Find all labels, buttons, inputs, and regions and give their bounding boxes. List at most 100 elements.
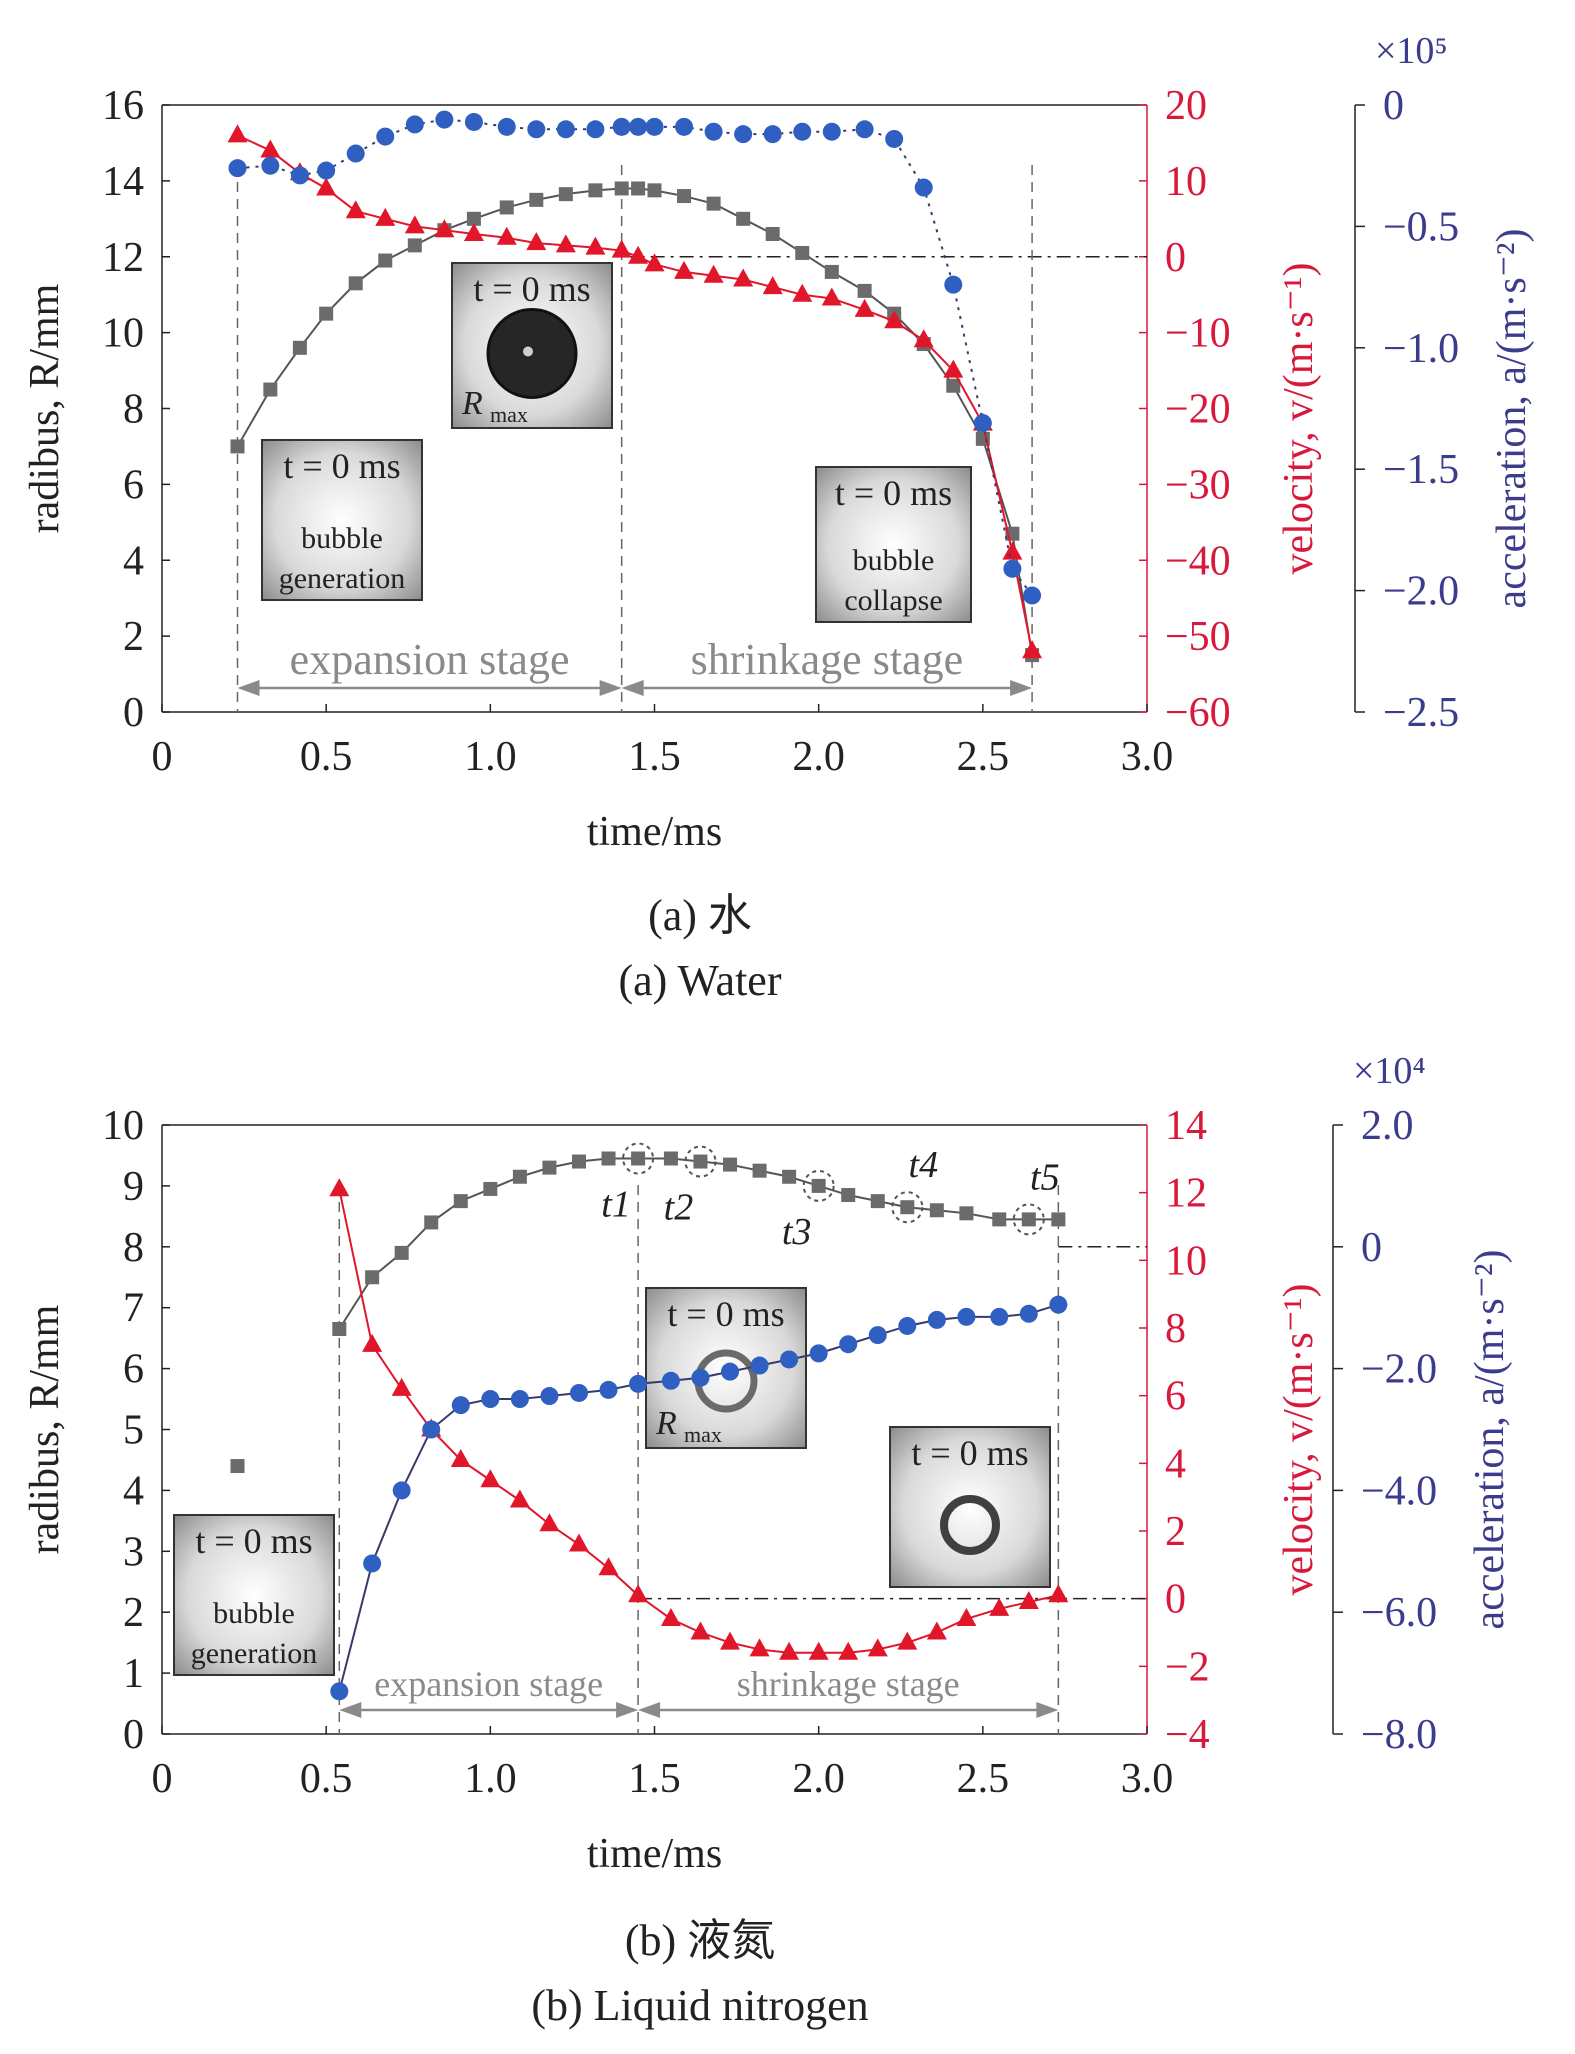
acceleration-marker (927, 1310, 946, 1329)
acceleration-marker (675, 117, 694, 136)
data-point (765, 226, 780, 241)
velocity-marker (660, 1607, 681, 1626)
radius-marker (765, 226, 780, 241)
velocity-tick-label: 6 (1165, 1374, 1186, 1420)
time-marker-label: t3 (782, 1211, 812, 1253)
acceleration-marker (809, 1344, 828, 1363)
data-point (929, 1203, 944, 1218)
radius-marker (466, 211, 481, 226)
acceleration-tick-label: −2.0 (1361, 1347, 1437, 1393)
data-point (839, 1335, 858, 1354)
data-point (943, 359, 964, 378)
acceleration-tick-label: 2.0 (1361, 1103, 1414, 1149)
acceleration-marker (612, 117, 631, 136)
data-point (821, 287, 842, 306)
expansion-stage-label: expansion stage (374, 1664, 603, 1704)
acceleration-marker (527, 120, 546, 139)
data-point (509, 1489, 530, 1508)
inset-caption: bubble generation (279, 522, 406, 595)
data-point (734, 125, 753, 144)
velocity-marker (480, 1469, 501, 1488)
left-y-tick-label: 6 (123, 1347, 144, 1393)
data-point (1019, 1304, 1038, 1323)
x-tick-label: 1.0 (464, 1756, 517, 1802)
radius-marker (512, 1169, 527, 1184)
data-point (539, 1513, 560, 1532)
radius-marker (292, 340, 307, 355)
caption-chinese: (b) 液氮 (625, 1916, 775, 1965)
acceleration-marker (780, 1350, 799, 1369)
velocity-marker (585, 236, 606, 255)
data-point (841, 1188, 856, 1203)
velocity-marker (808, 1641, 829, 1660)
data-point (675, 117, 694, 136)
acceleration-marker (586, 120, 605, 139)
data-point (1051, 1212, 1066, 1227)
inset-time-label: t = 0 ms (835, 473, 952, 513)
left-y-tick-label: 2 (123, 614, 144, 660)
data-point (555, 234, 576, 253)
data-point (900, 1200, 915, 1215)
velocity-tick-label: 10 (1165, 159, 1207, 205)
velocity-marker (598, 1557, 619, 1576)
left-y-tick-label: 7 (123, 1286, 144, 1332)
acceleration-tick-label: −2.0 (1383, 569, 1459, 615)
inset-caption-line: generation (191, 1637, 318, 1670)
velocity-tick-label: −20 (1165, 387, 1231, 433)
radius-marker (795, 245, 810, 260)
data-point (450, 1448, 471, 1467)
data-point (779, 1641, 800, 1660)
data-point (782, 1169, 797, 1184)
data-point (992, 1212, 1007, 1227)
shrinkage-arrow-head-left (638, 1702, 661, 1718)
radius-marker (992, 1212, 1007, 1227)
x-axis-label: time/ms (587, 1831, 722, 1877)
acceleration-marker (914, 178, 933, 197)
data-point (914, 178, 933, 197)
data-point (691, 1368, 710, 1387)
velocity-tick-label: 0 (1165, 1577, 1186, 1623)
left-y-tick-label: 8 (123, 1225, 144, 1271)
data-point (855, 120, 874, 139)
data-point (631, 1151, 646, 1166)
data-point (348, 276, 363, 291)
inset-frame (815, 466, 972, 623)
velocity-tick-label: 20 (1165, 83, 1207, 129)
velocity-axis-label: velocity, v/(m·s⁻¹) (1276, 1284, 1322, 1596)
data-point (512, 1169, 527, 1184)
data-point (762, 276, 783, 295)
data-point (227, 124, 248, 143)
data-point (542, 1160, 557, 1175)
velocity-marker (509, 1489, 530, 1508)
series-right1 (227, 124, 1043, 659)
data-point (884, 310, 905, 329)
velocity-marker (316, 177, 337, 196)
radius-marker (736, 211, 751, 226)
data-point (693, 1154, 708, 1169)
radius-marker (706, 196, 721, 211)
chart-panel-liquid-nitrogen: 0 0.5 1.0 1.5 2.0 2.5 3.0time/ms012345678910ra… (22, 1050, 1513, 2030)
acceleration-marker (481, 1390, 500, 1409)
x-tick-label: 1.5 (628, 734, 681, 780)
radius-marker (348, 276, 363, 291)
data-point (292, 340, 307, 355)
data-point (571, 1154, 586, 1169)
data-point (749, 1638, 770, 1657)
inset-time-label: t = 0 ms (911, 1433, 1028, 1473)
data-point (345, 200, 366, 219)
acceleration-marker (793, 122, 812, 141)
bubble-photo-inset: t = 0 ms (889, 1426, 1051, 1588)
acceleration-marker (973, 414, 992, 433)
acceleration-marker (944, 275, 963, 294)
inset-rmax-label: R (655, 1405, 677, 1442)
bubble-photo-inset: t = 0 ms bubble generation (261, 439, 423, 601)
x-tick-label: 2.5 (957, 734, 1010, 780)
radius-marker (332, 1322, 347, 1337)
velocity-marker (404, 215, 425, 234)
data-point (750, 1356, 769, 1375)
series-left (230, 181, 1040, 663)
x-tick-label: 2.0 (792, 1756, 845, 1802)
velocity-marker (628, 245, 649, 264)
velocity-marker (463, 222, 484, 241)
